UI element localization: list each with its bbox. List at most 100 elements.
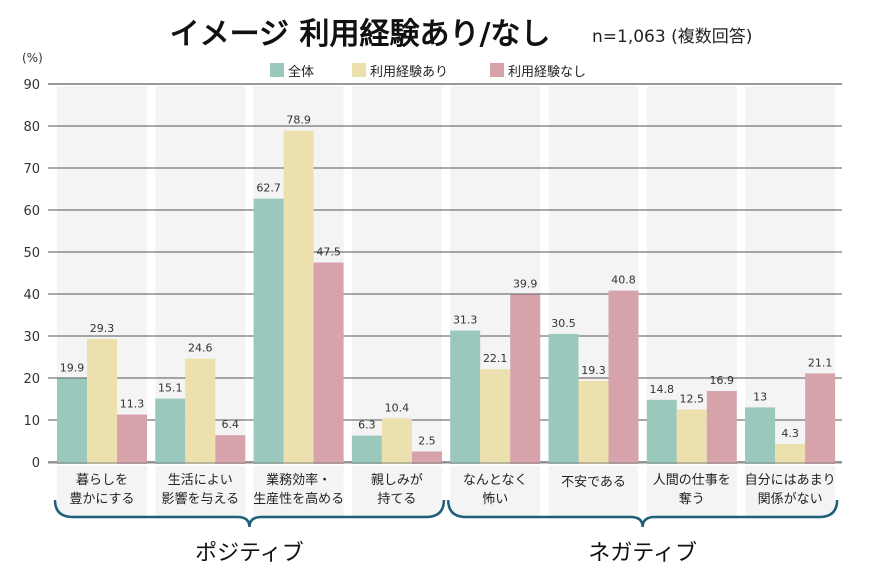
- category-label-line: 持てる: [377, 492, 416, 507]
- bar: [676, 409, 707, 462]
- data-label: 14.8: [650, 383, 675, 396]
- legend-swatch-2: [490, 63, 504, 77]
- bar: [805, 373, 836, 462]
- bar: [283, 130, 314, 462]
- data-label: 16.9: [710, 374, 735, 387]
- y-tick-label: 70: [23, 162, 40, 177]
- data-label: 24.6: [188, 342, 213, 355]
- category-label-background: [745, 466, 836, 516]
- y-tick-label: 30: [23, 330, 40, 345]
- data-label: 21.1: [808, 356, 833, 369]
- category-label-background: [450, 466, 541, 516]
- category-label: 暮らしを豊かにする: [69, 473, 134, 507]
- legend-label-1: 利用経験あり: [370, 65, 448, 80]
- data-label: 12.5: [680, 393, 705, 406]
- y-tick-label: 80: [23, 120, 40, 135]
- category-label-line: 不安である: [561, 475, 626, 490]
- data-label: 6.4: [222, 418, 240, 431]
- category-label-background: [57, 466, 147, 516]
- data-label: 13: [753, 390, 767, 403]
- category-label-line: 親しみが: [371, 473, 423, 488]
- group-label: ポジティブ: [195, 541, 304, 566]
- data-label: 11.3: [120, 398, 145, 411]
- category-label-background: [253, 466, 344, 516]
- legend-label-2: 利用経験なし: [508, 65, 586, 80]
- y-tick-label: 40: [23, 288, 40, 303]
- bar: [411, 451, 442, 462]
- data-label: 6.3: [358, 419, 376, 432]
- category-label-line: 奪う: [679, 491, 705, 507]
- data-label: 19.3: [581, 364, 606, 377]
- data-label: 40.8: [611, 274, 636, 287]
- bar: [646, 399, 677, 462]
- category-label-background: [155, 466, 246, 516]
- category-label: 人間の仕事を奪う: [653, 473, 731, 507]
- data-label: 47.5: [316, 246, 341, 259]
- bar: [775, 443, 806, 462]
- group-brace: [53, 499, 446, 528]
- data-label: 30.5: [551, 317, 576, 330]
- legend-swatch-1: [352, 63, 366, 77]
- data-label: 78.9: [286, 114, 311, 127]
- category-label: 生活によい影響を与える: [161, 473, 239, 507]
- category-label-line: 関係がない: [758, 492, 823, 507]
- category-label-line: 自分にはあまり: [745, 473, 836, 488]
- data-label: 22.1: [483, 352, 508, 365]
- bar: [253, 198, 284, 462]
- category-label-background: [646, 466, 737, 516]
- bar: [450, 330, 481, 462]
- data-label: 62.7: [256, 182, 281, 195]
- category-label-line: なんとなく: [463, 473, 528, 488]
- y-tick-label: 0: [32, 456, 40, 471]
- data-label: 31.3: [453, 314, 478, 327]
- legend-swatch-0: [270, 63, 284, 77]
- category-label-background: [351, 466, 442, 516]
- data-label: 19.9: [60, 361, 85, 374]
- bar: [480, 369, 511, 462]
- bar: [608, 290, 639, 462]
- category-label: 業務効率・生産性を高める: [253, 472, 344, 507]
- group-label: ネガティブ: [588, 541, 697, 566]
- category-label-line: 人間の仕事を: [653, 473, 731, 488]
- bar: [578, 380, 609, 462]
- y-tick-label: 90: [23, 78, 40, 93]
- category-label: 自分にはあまり関係がない: [745, 473, 836, 507]
- data-label: 29.3: [90, 322, 115, 335]
- category-label-line: 豊かにする: [69, 492, 134, 507]
- bar: [155, 398, 186, 462]
- bar: [548, 333, 579, 462]
- category-label-line: 暮らしを: [76, 473, 128, 488]
- chart-title: イメージ 利用経験あり/なし: [170, 17, 551, 52]
- bar: [117, 414, 147, 462]
- y-tick-label: 60: [23, 204, 40, 219]
- y-tick-label: 20: [23, 372, 40, 387]
- bar: [351, 435, 382, 462]
- category-label-line: 生活によい: [168, 473, 233, 488]
- category-label-line: 生産性を高める: [253, 491, 344, 507]
- data-label: 2.5: [418, 435, 436, 448]
- category-label: 不安である: [561, 475, 626, 490]
- group-background: [351, 86, 442, 462]
- bar: [745, 407, 776, 462]
- legend: 全体 利用経験あり 利用経験なし: [270, 63, 586, 80]
- data-label: 39.9: [513, 277, 538, 290]
- bar: [87, 338, 117, 462]
- bar: [510, 294, 541, 462]
- bar: [313, 262, 344, 462]
- bar: [706, 391, 737, 462]
- category-label-line: 影響を与える: [161, 491, 239, 507]
- category-label: なんとなく怖い: [463, 473, 528, 507]
- legend-label-0: 全体: [288, 64, 314, 80]
- data-label: 10.4: [385, 401, 410, 414]
- y-tick-label: 50: [23, 246, 40, 261]
- group-brace: [446, 499, 839, 528]
- bar: [381, 418, 412, 462]
- bar: [215, 435, 246, 462]
- data-label: 4.3: [781, 427, 799, 440]
- data-label: 15.1: [158, 382, 183, 395]
- bar: [185, 358, 216, 462]
- y-axis-label: (%): [22, 51, 43, 65]
- category-label: 親しみが持てる: [371, 473, 423, 507]
